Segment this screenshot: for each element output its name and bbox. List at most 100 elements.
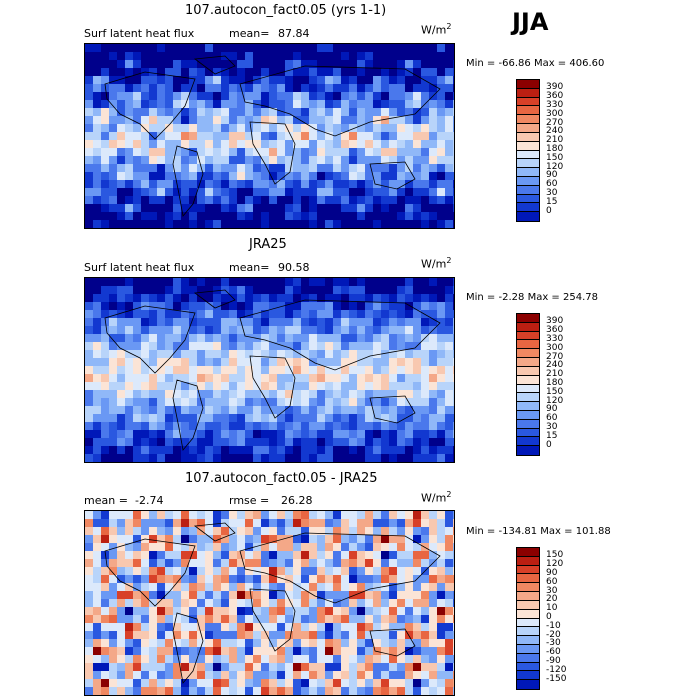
map-cell xyxy=(285,438,294,447)
map-cell xyxy=(285,140,294,149)
map-cell xyxy=(165,511,174,520)
map-cell xyxy=(333,196,342,205)
map-cell xyxy=(389,615,398,624)
map-cell xyxy=(109,454,118,462)
map-cell xyxy=(101,204,110,213)
map-cell xyxy=(245,583,254,592)
map-cell xyxy=(269,607,278,616)
map-cell xyxy=(309,68,318,77)
map-cell xyxy=(309,52,318,61)
map-cell xyxy=(189,623,198,632)
map-cell xyxy=(261,116,270,125)
map-cell xyxy=(205,220,214,228)
map-cell xyxy=(437,631,446,640)
map-cell xyxy=(453,655,454,664)
map-cell xyxy=(149,519,158,528)
map-cell xyxy=(277,374,286,383)
map-cell xyxy=(325,551,334,560)
map-cell xyxy=(389,454,398,462)
map-cell xyxy=(301,68,310,77)
map-cell xyxy=(125,655,134,664)
map-cell xyxy=(245,302,254,311)
map-cell xyxy=(317,180,326,189)
map-cell xyxy=(237,68,246,77)
map-cell xyxy=(117,172,126,181)
map-cell xyxy=(325,278,334,287)
map-cell xyxy=(405,631,414,640)
map-cell xyxy=(269,551,278,560)
map-cell xyxy=(229,567,238,576)
map-cell xyxy=(381,68,390,77)
colorbar-swatch xyxy=(517,428,539,438)
map-cell xyxy=(325,511,334,520)
map-cell xyxy=(125,583,134,592)
colorbar-tick-label: 90 xyxy=(546,567,558,578)
map-cell xyxy=(413,164,422,173)
map-cell xyxy=(277,212,286,221)
map-cell xyxy=(453,414,454,423)
map-cell xyxy=(325,84,334,93)
map-cell xyxy=(237,527,246,536)
map-cell xyxy=(389,438,398,447)
map-cell xyxy=(429,446,438,455)
map-cell xyxy=(157,679,166,688)
map-cell xyxy=(205,414,214,423)
map-cell xyxy=(205,607,214,616)
map-cell xyxy=(125,100,134,109)
map-cell xyxy=(197,543,206,552)
map-cell xyxy=(229,374,238,383)
map-cell xyxy=(165,92,174,101)
map-cell xyxy=(453,60,454,69)
map-cell xyxy=(157,398,166,407)
map-cell xyxy=(317,44,326,53)
map-cell xyxy=(173,204,182,213)
map-cell xyxy=(245,663,254,672)
map-cell xyxy=(413,172,422,181)
map-cell xyxy=(165,607,174,616)
map-cell xyxy=(165,334,174,343)
map-cell xyxy=(397,310,406,319)
map-cell xyxy=(221,607,230,616)
map-cell xyxy=(421,687,430,695)
map-cell xyxy=(397,132,406,141)
map-cell xyxy=(277,310,286,319)
map-cell xyxy=(325,454,334,462)
map-cell xyxy=(213,318,222,327)
map-cell xyxy=(317,647,326,656)
map-cell xyxy=(85,278,94,287)
map-cell xyxy=(437,655,446,664)
map-cell xyxy=(261,326,270,335)
map-cell xyxy=(269,599,278,608)
map-cell xyxy=(213,639,222,648)
map-cell xyxy=(189,406,198,415)
map-cell xyxy=(221,671,230,680)
map-cell xyxy=(109,188,118,197)
map-cell xyxy=(229,334,238,343)
map-cell xyxy=(381,278,390,287)
map-cell xyxy=(365,583,374,592)
map-cell xyxy=(317,591,326,600)
colorbar-tick-label: 0 xyxy=(546,205,552,216)
map-cell xyxy=(125,591,134,600)
map-cell xyxy=(221,623,230,632)
map-cell xyxy=(285,535,294,544)
map-cell xyxy=(221,318,230,327)
map-cell xyxy=(101,310,110,319)
map-cell xyxy=(157,124,166,133)
map-cell xyxy=(293,647,302,656)
map-cell xyxy=(445,414,454,423)
map-cell xyxy=(357,438,366,447)
map-cell xyxy=(101,76,110,85)
map-cell xyxy=(325,124,334,133)
map-cell xyxy=(109,286,118,295)
map-cell xyxy=(197,326,206,335)
map-cell xyxy=(117,334,126,343)
map-cell xyxy=(213,44,222,53)
map-cell xyxy=(149,511,158,520)
map-cell xyxy=(93,294,102,303)
map-cell xyxy=(325,52,334,61)
map-cell xyxy=(189,342,198,351)
map-cell xyxy=(277,366,286,375)
map-cell xyxy=(197,156,206,165)
map-cell xyxy=(149,350,158,359)
